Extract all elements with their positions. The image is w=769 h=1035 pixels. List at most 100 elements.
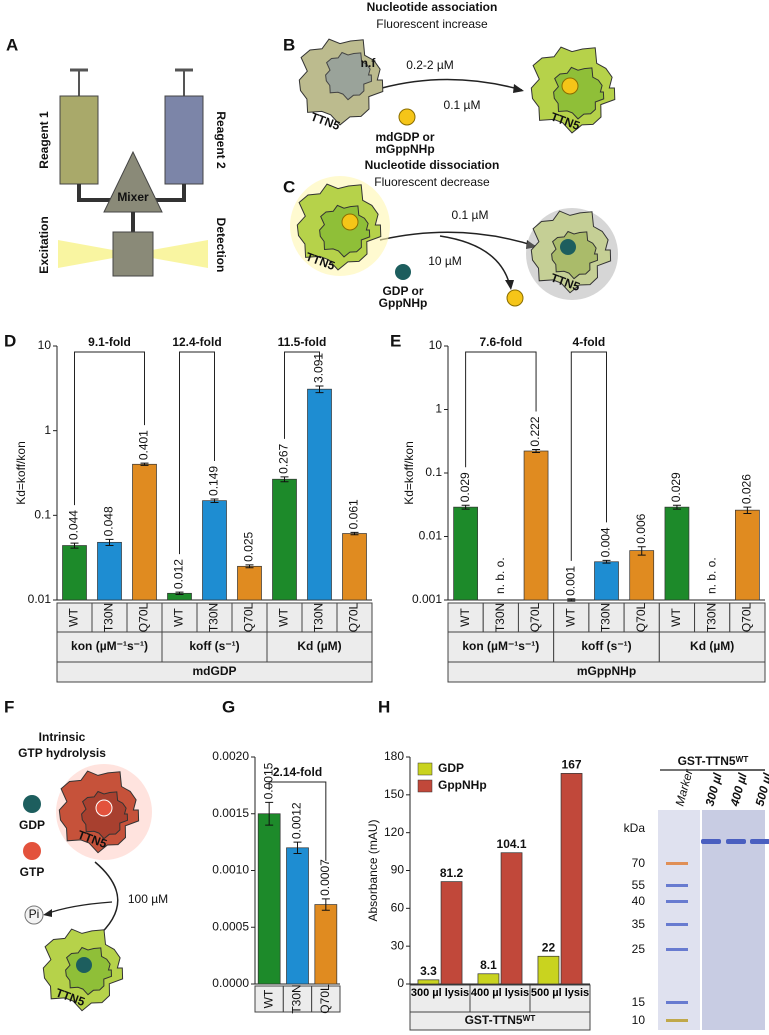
y-tick-label: 0.0010 <box>212 863 249 877</box>
y-tick-label: 60 <box>391 901 405 915</box>
arrow-head <box>43 909 52 917</box>
marker-label: 40 <box>632 894 646 908</box>
y-axis-label: Kd=koff/kon <box>402 441 416 505</box>
x-tick-label: Q70L <box>242 602 256 632</box>
error-bar <box>245 564 254 569</box>
gel-title: GST-TTN5ᵂᵀ <box>678 754 749 768</box>
error-bar <box>140 462 149 466</box>
group-label: kon (µM⁻¹s⁻¹) <box>462 639 539 653</box>
panel-letter: E <box>390 331 401 350</box>
y-tick-label: 120 <box>384 825 404 839</box>
bar <box>477 973 500 985</box>
marker-band <box>666 923 688 926</box>
gdp-label: GDP <box>19 818 45 832</box>
bar <box>237 565 262 601</box>
legend-label: GppNHp <box>438 778 487 792</box>
value-label: 0.006 <box>634 513 648 543</box>
nucleotide-icon <box>561 77 579 95</box>
y-axis-label: Kd=koff/kon <box>14 441 28 505</box>
error-bar <box>567 598 576 602</box>
category-cell <box>517 602 555 633</box>
marker-label: 35 <box>632 917 646 931</box>
x-tick-label: WT <box>563 608 577 627</box>
y-tick-label: 1 <box>435 402 442 416</box>
group-title: GST-TTN5ᵂᵀ <box>465 1013 536 1027</box>
protein-shape <box>325 51 373 101</box>
error-bar <box>105 538 114 547</box>
marker-band <box>666 1019 688 1022</box>
bar <box>594 561 619 601</box>
bar <box>537 955 560 985</box>
marker-band <box>666 862 688 865</box>
error-bar <box>70 542 79 549</box>
arrow <box>381 78 523 91</box>
y-tick-label: 150 <box>384 787 404 801</box>
protein-band <box>750 839 769 844</box>
value-label: 22 <box>542 940 556 954</box>
bar <box>272 478 297 601</box>
error-bar <box>637 546 646 556</box>
value-label: 0.001 <box>563 566 577 596</box>
bracket <box>465 351 537 468</box>
error-bar <box>602 559 611 564</box>
gtp-icon <box>23 842 41 860</box>
scheme-a <box>58 68 208 277</box>
category-cell <box>729 602 766 633</box>
category-cell <box>282 985 313 1013</box>
scheme-subtitle: Fluorescent decrease <box>374 175 490 189</box>
conc-label: 0.1 µM <box>444 98 481 112</box>
gel-unit: kDa <box>624 821 646 835</box>
nucleotide-icon <box>341 213 359 231</box>
category-cell <box>409 984 471 1013</box>
bar <box>735 509 760 601</box>
error-bar <box>265 801 274 826</box>
bar <box>523 450 549 601</box>
value-label: 0.044 <box>67 510 81 540</box>
nucleotide-icon <box>506 289 524 307</box>
value-label: 0.267 <box>277 443 291 473</box>
nucleotide-label: mGppNHp <box>375 142 434 156</box>
arrow <box>94 861 119 939</box>
nucleotide-icon <box>560 239 576 255</box>
x-tick-label: WT <box>458 608 472 627</box>
group-title: mdGDP <box>192 664 236 678</box>
x-tick-label: 500 µl lysis <box>530 987 590 999</box>
x-tick-label: T30N <box>207 603 221 632</box>
value-label: 0.026 <box>740 474 754 504</box>
x-tick-label: Q70L <box>137 602 151 632</box>
panel-letter: A <box>6 35 18 54</box>
conc-label: 0.2-2 µM <box>406 58 454 72</box>
category-cell <box>231 602 268 633</box>
legend-swatch <box>417 762 433 776</box>
y-tick-label: 0.1 <box>34 508 51 522</box>
error-bar <box>280 476 289 483</box>
value-label: 0.061 <box>347 499 361 529</box>
bar <box>342 533 367 601</box>
bracket-label: 12.4-fold <box>172 335 221 349</box>
group-label: Kd (µM) <box>297 639 341 653</box>
x-tick-label: T30N <box>599 603 613 632</box>
category-cell <box>447 602 484 633</box>
x-tick-label: Q70L <box>634 602 648 632</box>
bar <box>560 773 583 985</box>
y-tick-label: 0.0000 <box>212 976 249 990</box>
category-cell <box>336 602 373 633</box>
x-tick-label: 400 µl lysis <box>470 987 530 999</box>
mixer-label: Mixer <box>117 190 149 204</box>
panel-letter: C <box>283 177 295 196</box>
marker-label: 10 <box>632 1013 646 1027</box>
error-bar <box>321 898 330 911</box>
error-bar <box>672 504 681 510</box>
bracket-label: 9.1-fold <box>88 335 131 349</box>
conc-label: 10 µM <box>428 254 462 268</box>
reagent-label: Reagent 2 <box>214 111 228 169</box>
error-bar <box>532 449 541 454</box>
error-bar <box>293 841 302 854</box>
category-cell <box>161 602 198 633</box>
value-label: 81.2 <box>440 866 464 880</box>
group-cell <box>56 631 163 663</box>
bar <box>417 979 440 985</box>
bracket <box>268 781 327 861</box>
arrow-head <box>505 280 514 290</box>
